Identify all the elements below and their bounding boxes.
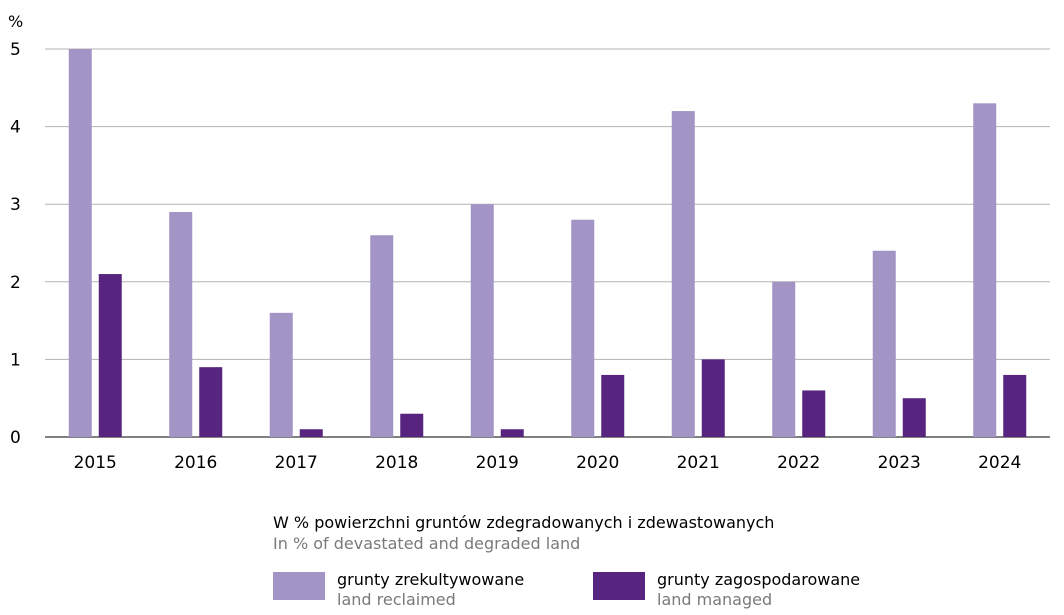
x-tick-label: 2019 [476, 453, 519, 473]
legend-label-managed: grunty zagospodarowane [657, 570, 861, 589]
bar-reclaimed-2017 [269, 312, 293, 437]
bar-reclaimed-2023 [872, 250, 896, 437]
legend-swatch-reclaimed [273, 572, 325, 600]
legend-swatch-managed [593, 572, 645, 600]
gridlines [45, 48, 1050, 438]
bar-reclaimed-2022 [772, 281, 796, 437]
bar-managed-2018 [400, 413, 424, 437]
x-tick-label: 2015 [74, 453, 117, 473]
x-tick-label: 2016 [174, 453, 217, 473]
bar-managed-2019 [500, 429, 524, 437]
bar-managed-2015 [98, 274, 122, 437]
bar-reclaimed-2018 [370, 235, 394, 437]
bar-managed-2021 [701, 359, 725, 437]
x-tick-label: 2020 [576, 453, 619, 473]
bar-reclaimed-2021 [671, 111, 695, 437]
chart-caption: W % powierzchni gruntów zdegradowanych i… [273, 512, 774, 554]
y-tick-label: 3 [10, 195, 21, 215]
bar-managed-2022 [802, 390, 826, 437]
x-tick-label: 2024 [978, 453, 1021, 473]
bar-reclaimed-2020 [571, 219, 595, 437]
bar-reclaimed-2015 [68, 49, 92, 437]
bar-managed-2023 [902, 398, 926, 437]
bar-reclaimed-2019 [470, 204, 494, 437]
caption-polish: W % powierzchni gruntów zdegradowanych i… [273, 513, 775, 532]
y-tick-label: 0 [10, 428, 21, 448]
x-tick-label: 2023 [878, 453, 921, 473]
caption-english: In % of devastated and degraded land [273, 534, 581, 553]
y-tick-label: 4 [10, 118, 21, 138]
x-tick-label: 2017 [275, 453, 318, 473]
y-tick-label: 2 [10, 273, 21, 293]
x-tick-label: 2018 [375, 453, 418, 473]
bar-managed-2016 [199, 367, 223, 437]
x-axis-tick-labels: 2015 2016 2017 2018 2019 2020 2021 2022 2023 2024 [74, 453, 1022, 473]
y-axis-tick-labels: 0 1 2 3 4 5 [10, 40, 21, 448]
y-tick-label: 1 [10, 350, 21, 370]
legend-label-reclaimed-en: land reclaimed [337, 590, 456, 609]
y-axis-unit-label: % [8, 12, 23, 31]
x-tick-label: 2021 [677, 453, 720, 473]
legend-label-managed-en: land managed [657, 590, 773, 609]
bar-reclaimed-2016 [169, 211, 193, 437]
bar-managed-2017 [299, 429, 323, 437]
bar-chart: % 0 1 2 3 4 5 2015 2016 2017 2018 2019 2020 2021 202… [8, 12, 1050, 473]
bar-managed-2020 [601, 374, 625, 437]
bar-managed-2024 [1003, 374, 1027, 437]
bar-reclaimed-2024 [973, 103, 997, 437]
bars [68, 49, 1027, 437]
x-tick-label: 2022 [777, 453, 820, 473]
y-tick-label: 5 [10, 40, 21, 60]
legend-label-reclaimed: grunty zrekultywowane [337, 570, 525, 589]
legend: grunty zrekultywowane land reclaimed gru… [273, 570, 1053, 615]
